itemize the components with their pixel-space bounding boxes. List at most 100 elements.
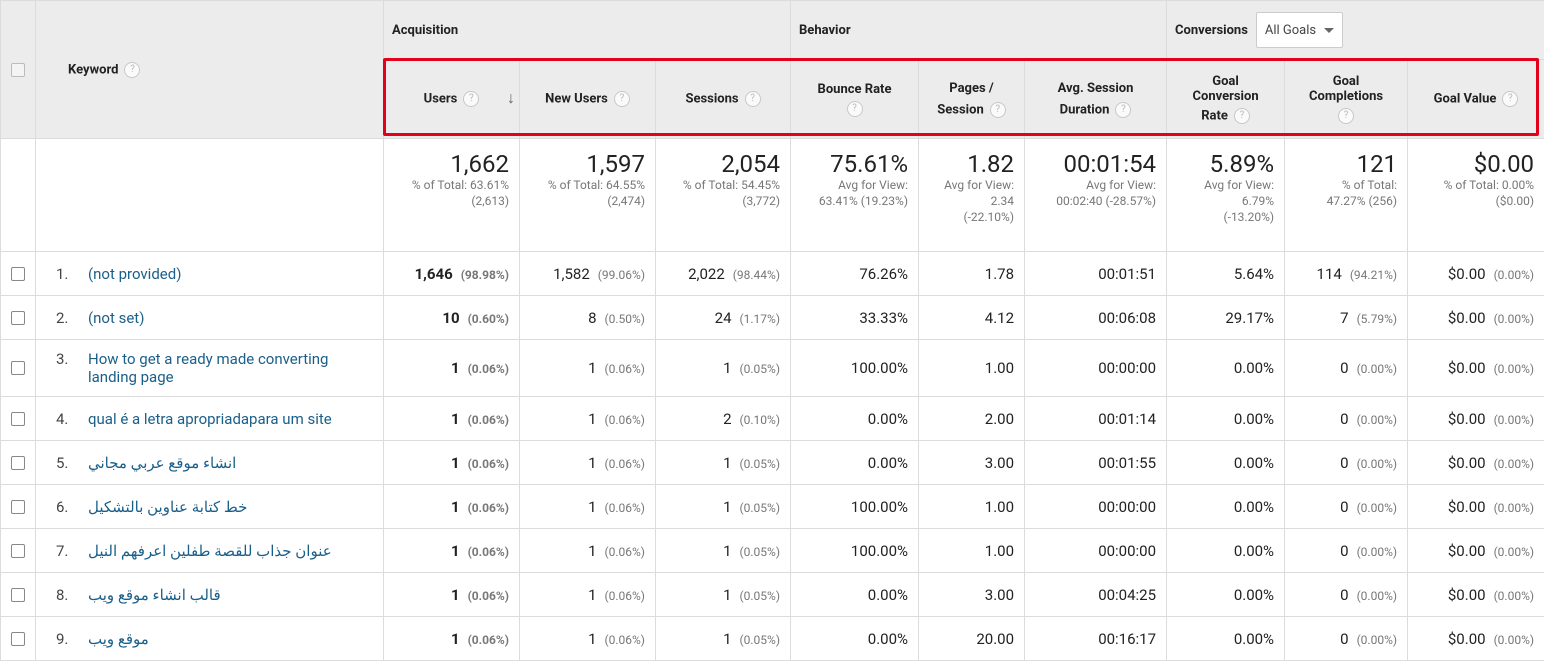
goal-value-cell: $0.00(0.00%) <box>1408 573 1544 617</box>
bounce-rate-cell: 0.00% <box>791 617 919 661</box>
keyword-cell: 7.عنوان جذاب للقصة طفلين اعرفهم النيل <box>36 529 384 573</box>
new-users-value: 1 <box>588 410 596 428</box>
row-checkbox[interactable] <box>11 456 25 470</box>
table-row: 4.qual é a letra apropriadapara um site … <box>1 397 1544 441</box>
goal-completions-percent: (0.00%) <box>1357 457 1397 471</box>
pages-per-session-column-header[interactable]: Pages /Session? <box>919 60 1025 139</box>
goal-conversion-rate-cell: 0.00% <box>1167 397 1285 441</box>
keyword-cell: 6.خط كتابة عناوين بالتشكيل <box>36 485 384 529</box>
help-icon[interactable]: ? <box>124 62 140 78</box>
goal-completions-cell: 0(0.00%) <box>1285 340 1408 397</box>
users-percent: (0.06%) <box>468 457 509 471</box>
sessions-percent: (1.17%) <box>740 312 780 326</box>
goal-selector-dropdown[interactable]: All Goals <box>1256 12 1343 48</box>
sessions-value: 24 <box>715 309 732 327</box>
pages-per-session-cell: 2.00 <box>919 397 1025 441</box>
goal-completions-percent: (0.00%) <box>1357 633 1397 647</box>
acquisition-group-header: Acquisition <box>384 1 791 60</box>
goal-value-percent: (0.00%) <box>1494 312 1534 326</box>
goal-value-percent: (0.00%) <box>1494 545 1534 559</box>
keyword-link[interactable]: qual é a letra apropriadapara um site <box>88 410 358 428</box>
goal-completions-percent: (0.00%) <box>1357 413 1397 427</box>
goal-conversion-rate-cell: 0.00% <box>1167 340 1285 397</box>
sort-descending-icon[interactable]: ↓ <box>507 88 515 108</box>
keyword-link[interactable]: عنوان جذاب للقصة طفلين اعرفهم النيل <box>88 542 358 560</box>
goal-value-column-header[interactable]: Goal Value? <box>1408 60 1544 139</box>
row-index: 2. <box>56 309 88 327</box>
help-icon[interactable]: ? <box>1502 91 1518 107</box>
sessions-cell: 1(0.05%) <box>656 529 791 573</box>
keyword-link[interactable]: (not provided) <box>88 265 358 283</box>
row-index: 6. <box>56 498 88 516</box>
row-checkbox[interactable] <box>11 267 25 281</box>
sessions-percent: (0.05%) <box>740 589 780 603</box>
users-column-header[interactable]: Users?↓ <box>384 60 520 139</box>
conversions-group-header: Conversions All Goals <box>1167 1 1544 60</box>
keyword-link[interactable]: خط كتابة عناوين بالتشكيل <box>88 498 358 516</box>
bounce-rate-cell: 100.00% <box>791 485 919 529</box>
bounce-rate-cell: 100.00% <box>791 529 919 573</box>
keyword-link[interactable]: (not set) <box>88 309 358 327</box>
row-checkbox[interactable] <box>11 500 25 514</box>
row-checkbox[interactable] <box>11 544 25 558</box>
sessions-value: 1 <box>723 542 731 560</box>
avg-session-duration-cell: 00:16:17 <box>1025 617 1167 661</box>
new-users-cell: 8(0.50%) <box>520 296 656 340</box>
goal-value-percent: (0.00%) <box>1494 362 1534 376</box>
users-percent: (0.60%) <box>468 312 509 326</box>
bounce-rate-cell: 33.33% <box>791 296 919 340</box>
new-users-column-header[interactable]: New Users? <box>520 60 656 139</box>
goal-value-value: $0.00 <box>1448 630 1486 648</box>
new-users-percent: (99.06%) <box>598 268 645 282</box>
goal-value-percent: (0.00%) <box>1494 589 1534 603</box>
row-checkbox[interactable] <box>11 632 25 646</box>
select-all-checkbox[interactable] <box>11 63 25 77</box>
keyword-link[interactable]: How to get a ready made converting landi… <box>88 350 358 386</box>
help-icon[interactable]: ? <box>1338 108 1354 124</box>
sessions-value: 2 <box>723 410 731 428</box>
sessions-value: 1 <box>723 359 731 377</box>
goal-completions-value: 0 <box>1340 454 1348 472</box>
keyword-link[interactable]: انشاء موقع عربي مجاني <box>88 454 358 472</box>
help-icon[interactable]: ? <box>745 91 761 107</box>
goal-completions-cell: 0(0.00%) <box>1285 397 1408 441</box>
bounce-rate-column-header[interactable]: Bounce Rate? <box>791 60 919 139</box>
row-checkbox[interactable] <box>11 361 25 375</box>
avg-session-duration-cell: 00:06:08 <box>1025 296 1167 340</box>
new-users-value: 1,582 <box>553 265 590 283</box>
goal-value-cell: $0.00(0.00%) <box>1408 252 1544 296</box>
keyword-header[interactable]: Keyword? <box>36 1 384 139</box>
avg-session-duration-cell: 00:04:25 <box>1025 573 1167 617</box>
users-percent: (0.06%) <box>468 362 509 376</box>
help-icon[interactable]: ? <box>847 101 863 117</box>
help-icon[interactable]: ? <box>990 102 1006 118</box>
goal-completions-percent: (94.21%) <box>1350 268 1397 282</box>
sessions-column-header[interactable]: Sessions? <box>656 60 791 139</box>
pages-per-session-cell: 1.78 <box>919 252 1025 296</box>
users-value: 1 <box>451 359 460 377</box>
goal-completions-cell: 0 (0.00%) <box>1285 441 1408 485</box>
help-icon[interactable]: ? <box>1115 102 1131 118</box>
row-checkbox[interactable] <box>11 412 25 426</box>
keyword-link[interactable]: موقع ويب <box>88 630 358 648</box>
help-icon[interactable]: ? <box>1234 108 1250 124</box>
sessions-percent: (0.10%) <box>740 413 780 427</box>
goal-conversion-rate-cell: 0.00% <box>1167 485 1285 529</box>
help-icon[interactable]: ? <box>463 91 479 107</box>
row-index: 8. <box>56 586 88 604</box>
row-checkbox[interactable] <box>11 588 25 602</box>
goal-conversion-rate-cell: 29.17% <box>1167 296 1285 340</box>
row-checkbox[interactable] <box>11 311 25 325</box>
goal-completions-cell: 0(0.00%) <box>1285 485 1408 529</box>
goal-value-cell: $0.00(0.00%) <box>1408 485 1544 529</box>
keyword-link[interactable]: قالب انشاء موقع ويب <box>88 586 358 604</box>
goal-value-percent: (0.00%) <box>1494 501 1534 515</box>
new-users-value: 8 <box>588 309 596 327</box>
row-select-cell <box>1 252 36 296</box>
pages-per-session-cell: 1.00 <box>919 485 1025 529</box>
users-cell: 1(0.06%) <box>384 485 520 529</box>
help-icon[interactable]: ? <box>614 91 630 107</box>
